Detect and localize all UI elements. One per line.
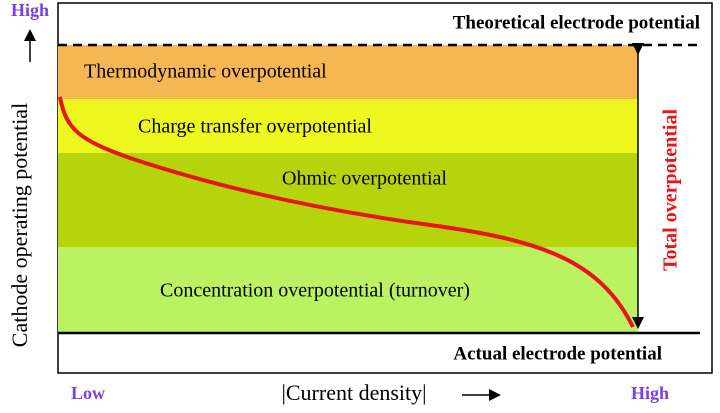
band-label: Charge transfer overpotential: [138, 116, 372, 138]
potential-curve: [58, 96, 635, 328]
band-label: Concentration overpotential (turnover): [160, 280, 470, 302]
y-axis-label: Cathode operating potential: [7, 103, 32, 347]
band-label: Ohmic overpotential: [282, 168, 447, 190]
band-charge-transfer: [58, 99, 638, 153]
band-concentration: [58, 247, 638, 333]
x-low-label: Low: [71, 383, 105, 403]
bottom-line-label: Actual electrode potential: [453, 343, 662, 364]
top-line-label: Theoretical electrode potential: [453, 12, 700, 33]
band-thermodynamic: [58, 45, 638, 99]
y-high-label: High: [11, 0, 49, 20]
x-axis-label: |Current density|: [281, 380, 426, 405]
band-ohmic: [58, 153, 638, 247]
band-label: Thermodynamic overpotential: [84, 61, 327, 83]
total-label: Total overpotential: [660, 109, 682, 271]
x-high-label: High: [631, 383, 669, 403]
